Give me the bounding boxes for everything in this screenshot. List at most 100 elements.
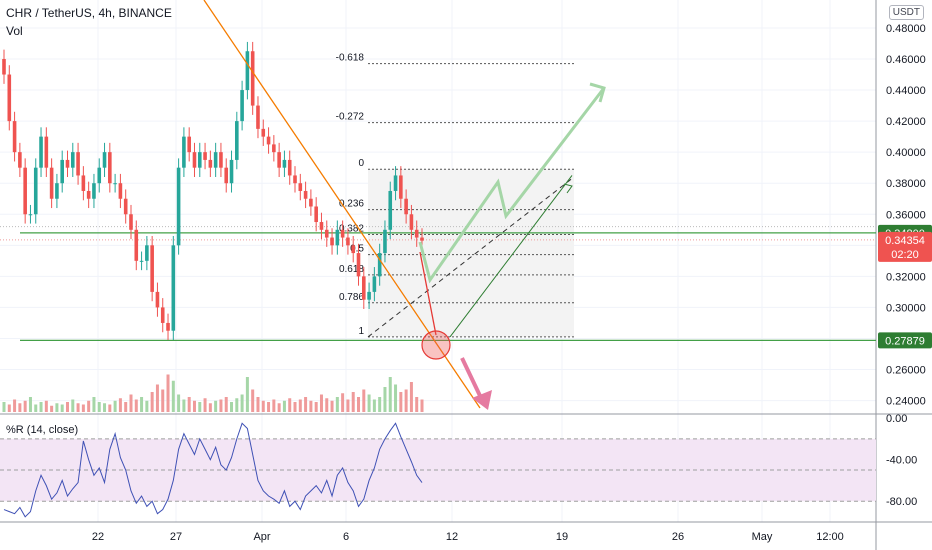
fib-level-label: 1: [358, 326, 364, 337]
volume-bar: [415, 397, 419, 412]
volume-bar: [362, 389, 366, 412]
candle-body: [319, 222, 324, 230]
price-tick-label: 0.32000: [886, 271, 926, 283]
volume-bar: [44, 400, 48, 412]
volume-bar: [134, 399, 138, 412]
candle-body: [81, 175, 86, 191]
candle-body: [192, 152, 197, 168]
candle-body: [76, 152, 80, 176]
candle-body: [12, 121, 17, 153]
fib-level-label: 0: [358, 158, 364, 169]
volume-bar: [367, 394, 371, 412]
volume-bar: [208, 403, 212, 412]
volume-bar: [309, 400, 313, 412]
candle-body: [55, 183, 59, 199]
candle-body: [330, 237, 334, 246]
volume-bar: [325, 398, 329, 412]
volume-bar: [319, 394, 323, 412]
volume-bar: [18, 403, 22, 412]
volume-bar: [314, 402, 318, 412]
price-tick-label: 0.44000: [886, 85, 926, 97]
wr-line: [3, 422, 423, 518]
symbol-title: CHR / TetherUS, 4h, BINANCE: [6, 6, 172, 20]
candle-body: [298, 183, 303, 191]
volume-bar: [39, 402, 43, 412]
candle-body: [7, 74, 12, 122]
volume-bar: [161, 389, 165, 412]
candle-body: [388, 190, 393, 230]
volume-bar: [81, 404, 85, 412]
candle-body: [377, 253, 382, 277]
fib-level-label: -0.618: [336, 53, 365, 64]
candle-body: [383, 229, 387, 254]
candle-body: [213, 152, 218, 168]
fib-zone: [368, 169, 574, 337]
time-tick-label: 19: [556, 531, 568, 543]
time-tick-label: May: [752, 531, 773, 543]
volume-bar: [118, 398, 122, 412]
candle-body: [282, 159, 287, 168]
price-label-countdown: 02:20: [891, 249, 919, 261]
price-tick-label: 0.42000: [886, 116, 926, 128]
volume-bar: [166, 374, 170, 412]
candle-body: [235, 121, 239, 160]
volume-bar: [13, 399, 17, 412]
bearish-arrowhead: [472, 390, 492, 410]
time-tick-label: 22: [92, 531, 104, 543]
candle-body: [23, 167, 27, 215]
candle-body: [277, 152, 281, 168]
candle-body: [414, 229, 419, 238]
time-tick-label: 12:00: [816, 531, 844, 543]
candle-body: [182, 136, 186, 168]
volume-bar: [34, 404, 38, 412]
wr-tick-label: -80.00: [886, 496, 917, 508]
candle-body: [92, 183, 96, 199]
currency-button[interactable]: USDT: [888, 5, 924, 20]
candle-body: [208, 159, 213, 168]
volume-bar: [192, 400, 196, 412]
volume-bar: [92, 397, 96, 412]
volume-label: Vol: [6, 24, 23, 38]
wr-tick-label: -40.00: [886, 455, 917, 467]
candle-body: [393, 175, 398, 191]
candle-body: [160, 307, 165, 323]
volume-bar: [256, 397, 260, 412]
volume-bar: [60, 404, 64, 412]
candle-body: [108, 152, 112, 184]
candle-body: [293, 175, 297, 184]
red-drop-line: [419, 251, 437, 336]
candle-body: [399, 175, 403, 199]
volume-bar: [7, 404, 11, 412]
candle-body: [39, 136, 43, 168]
price-tick-label: 0.48000: [886, 23, 926, 35]
candle-body: [361, 276, 366, 300]
candle-body: [303, 190, 308, 199]
fib-level-label: 0.5: [350, 244, 364, 255]
volume-bar: [293, 402, 297, 412]
candle-body: [118, 183, 123, 199]
volume-bar: [277, 403, 281, 412]
time-tick-label: 26: [672, 531, 684, 543]
candle-body: [18, 152, 22, 168]
volume-bar: [409, 382, 413, 412]
candle-body: [219, 152, 223, 168]
volume-bar: [288, 398, 292, 412]
candle-body: [44, 136, 49, 168]
volume-bar: [224, 397, 228, 412]
volume-bar: [214, 400, 218, 412]
volume-bar: [335, 397, 339, 412]
candle-body: [367, 291, 371, 300]
fib-level-label: 0.786: [339, 292, 364, 303]
volume-bar: [219, 399, 223, 412]
candle-body: [372, 276, 377, 292]
volume-bar: [129, 394, 133, 412]
volume-bar: [267, 402, 271, 412]
bearish-arrow-shaft: [460, 357, 484, 401]
price-label-box: [878, 231, 932, 262]
volume-bar: [394, 384, 398, 412]
price-tick-label: 0.24000: [886, 396, 926, 408]
volume-bar: [261, 400, 265, 412]
time-tick-label: 12: [446, 531, 458, 543]
volume-bar: [113, 400, 117, 412]
